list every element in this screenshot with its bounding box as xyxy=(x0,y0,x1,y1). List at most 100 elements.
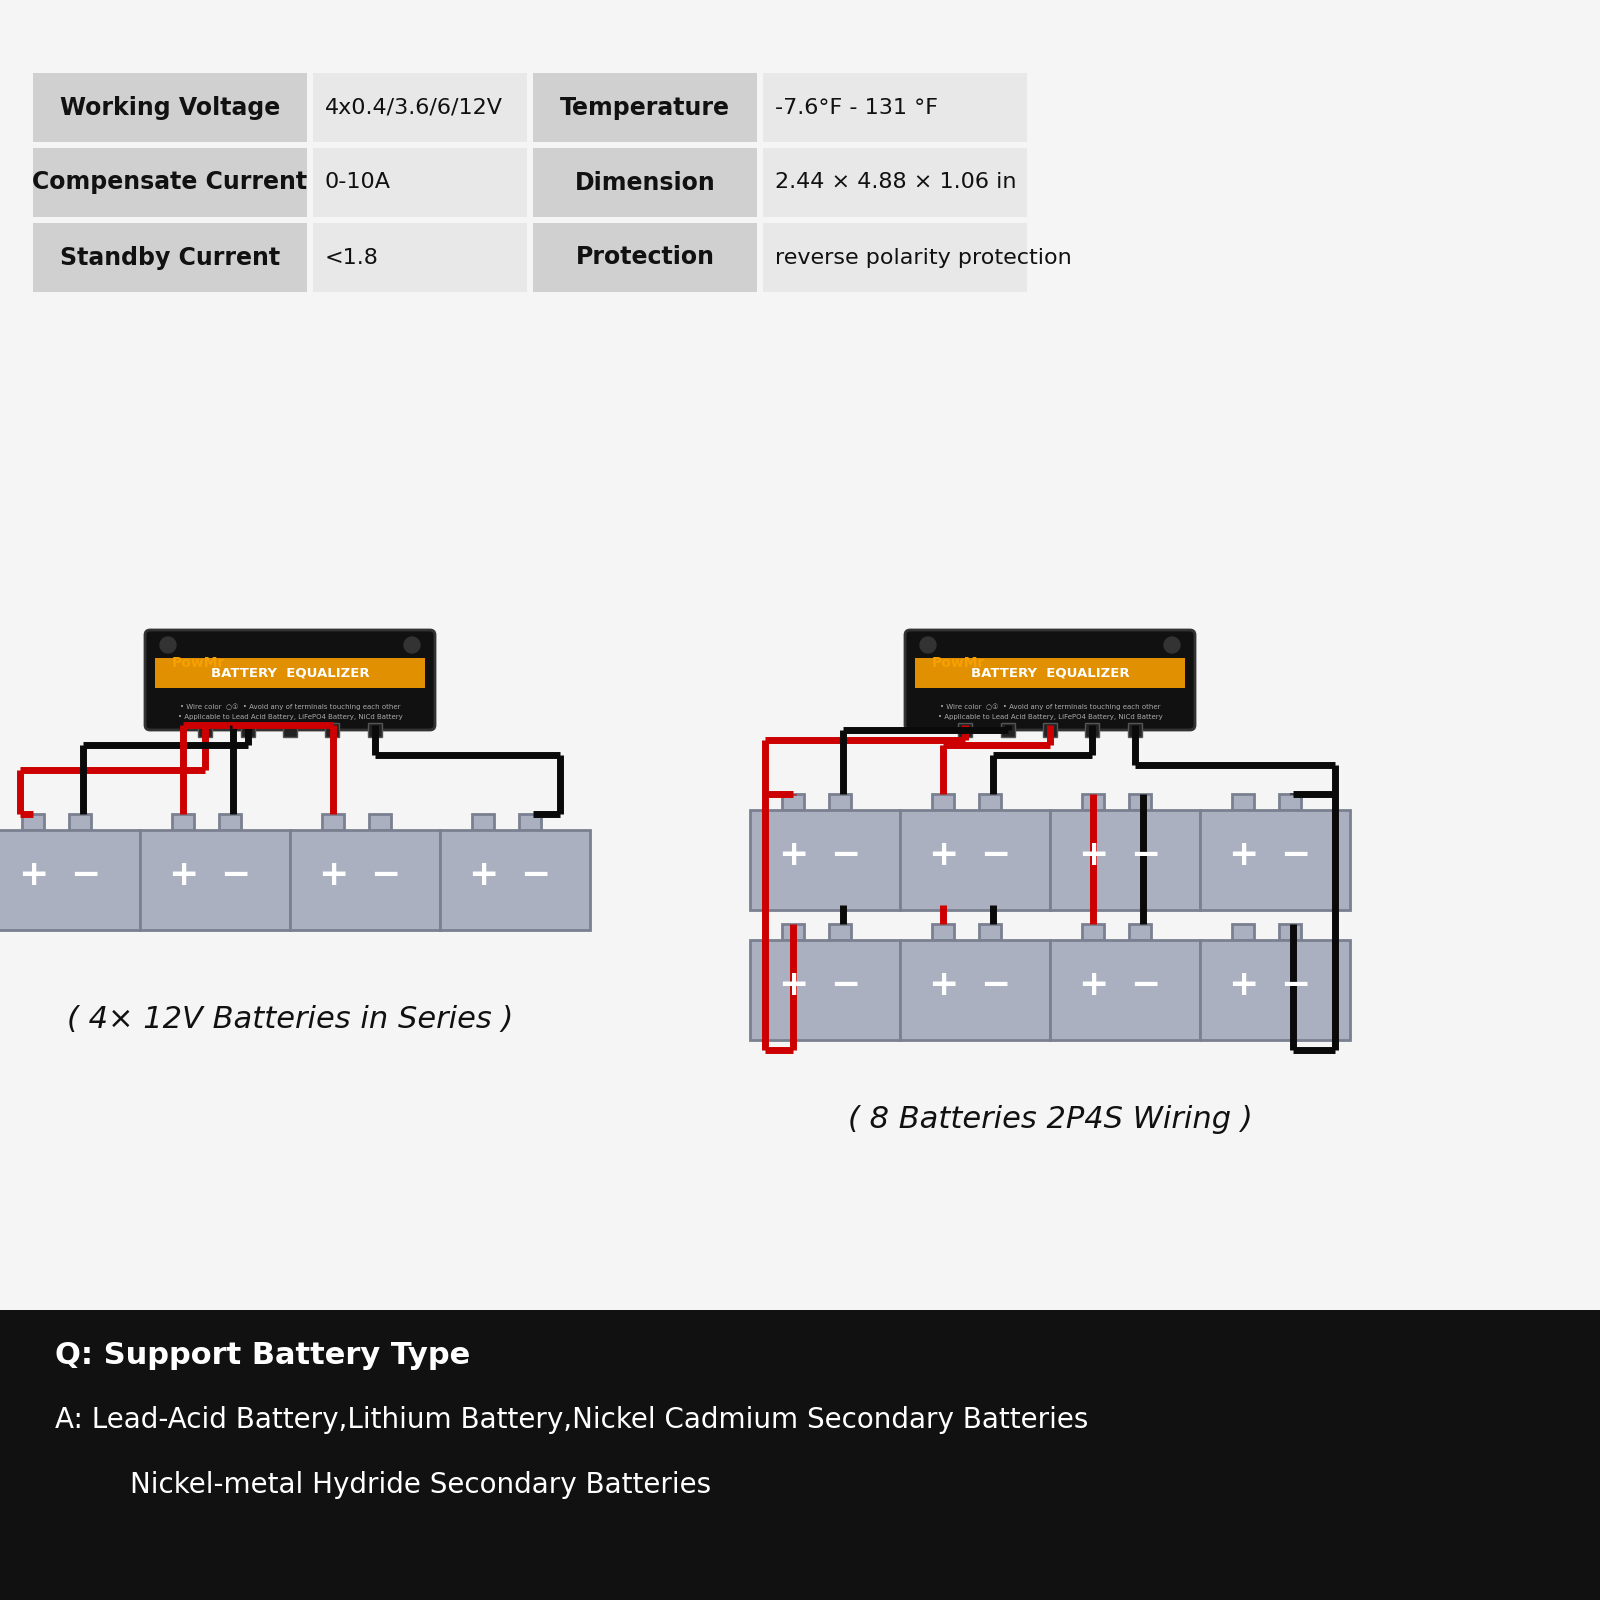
FancyBboxPatch shape xyxy=(906,630,1195,730)
Bar xyxy=(750,810,899,910)
Text: +: + xyxy=(928,968,958,1002)
Text: Standby Current: Standby Current xyxy=(59,245,280,269)
Bar xyxy=(1278,925,1301,939)
Text: ( 8 Batteries 2P4S Wiring ): ( 8 Batteries 2P4S Wiring ) xyxy=(848,1106,1253,1134)
Bar xyxy=(290,830,440,930)
Text: +: + xyxy=(467,858,498,893)
Text: −: − xyxy=(70,858,101,893)
Text: −: − xyxy=(1130,968,1160,1002)
Text: +: + xyxy=(1227,838,1258,872)
Bar xyxy=(472,814,494,830)
Text: +: + xyxy=(18,858,48,893)
Text: BATTERY  EQUALIZER: BATTERY EQUALIZER xyxy=(211,667,370,680)
Bar xyxy=(915,658,1186,688)
Bar xyxy=(899,810,1050,910)
Text: 0-10A: 0-10A xyxy=(325,173,390,192)
Bar xyxy=(518,814,541,830)
Bar xyxy=(533,222,757,291)
Text: −: − xyxy=(830,968,861,1002)
Text: −: − xyxy=(520,858,550,893)
Bar xyxy=(314,222,526,291)
Text: −: − xyxy=(1280,838,1310,872)
Bar xyxy=(1130,925,1150,939)
Bar xyxy=(1085,723,1099,738)
Bar xyxy=(314,149,526,218)
Text: −: − xyxy=(1280,968,1310,1002)
Bar xyxy=(173,814,194,830)
Bar xyxy=(931,794,954,810)
Text: Protection: Protection xyxy=(576,245,715,269)
Text: −: − xyxy=(979,968,1010,1002)
Bar xyxy=(1050,810,1200,910)
Text: −: − xyxy=(219,858,250,893)
Bar xyxy=(979,925,1002,939)
Circle shape xyxy=(920,637,936,653)
Bar xyxy=(1082,925,1104,939)
Bar xyxy=(750,939,899,1040)
Text: Dimension: Dimension xyxy=(574,171,715,195)
Bar xyxy=(1130,794,1150,810)
Text: Q: Support Battery Type: Q: Support Battery Type xyxy=(54,1341,470,1370)
Bar xyxy=(1002,723,1014,738)
Bar xyxy=(533,74,757,142)
Bar xyxy=(34,74,307,142)
Bar xyxy=(829,925,851,939)
Bar xyxy=(0,1310,1600,1600)
Bar xyxy=(931,925,954,939)
Text: Compensate Current: Compensate Current xyxy=(32,171,307,195)
Bar xyxy=(1082,794,1104,810)
Text: reverse polarity protection: reverse polarity protection xyxy=(774,248,1072,267)
Bar xyxy=(763,149,1027,218)
Text: PowMr: PowMr xyxy=(931,656,986,670)
Text: A: Lead-Acid Battery,Lithium Battery,Nickel Cadmium Secondary Batteries: A: Lead-Acid Battery,Lithium Battery,Nic… xyxy=(54,1406,1088,1434)
Bar xyxy=(34,149,307,218)
Bar xyxy=(899,939,1050,1040)
Text: • Applicable to Lead Acid Battery, LiFePO4 Battery, NiCd Battery: • Applicable to Lead Acid Battery, LiFeP… xyxy=(178,714,402,720)
Circle shape xyxy=(1165,637,1181,653)
Bar xyxy=(141,830,290,930)
Bar xyxy=(979,794,1002,810)
Text: −: − xyxy=(1130,838,1160,872)
FancyBboxPatch shape xyxy=(146,630,435,730)
Text: −: − xyxy=(370,858,400,893)
Text: • Wire color  ○①  • Avoid any of terminals touching each other: • Wire color ○① • Avoid any of terminals… xyxy=(939,704,1160,710)
Bar xyxy=(1043,723,1058,738)
Bar xyxy=(283,723,298,738)
Bar xyxy=(1200,939,1350,1040)
Bar xyxy=(533,149,757,218)
Bar xyxy=(1050,939,1200,1040)
Bar xyxy=(1200,810,1350,910)
Circle shape xyxy=(160,637,176,653)
Text: • Wire color  ○①  • Avoid any of terminals touching each other: • Wire color ○① • Avoid any of terminals… xyxy=(179,704,400,710)
Bar xyxy=(34,222,307,291)
Text: +: + xyxy=(1227,968,1258,1002)
Bar xyxy=(370,814,390,830)
Bar xyxy=(69,814,91,830)
Bar xyxy=(219,814,242,830)
Bar xyxy=(782,794,805,810)
Bar xyxy=(763,222,1027,291)
Text: +: + xyxy=(318,858,349,893)
Text: +: + xyxy=(1078,838,1109,872)
Text: +: + xyxy=(778,838,808,872)
Bar xyxy=(314,74,526,142)
Text: ( 4× 12V Batteries in Series ): ( 4× 12V Batteries in Series ) xyxy=(67,1005,514,1035)
Bar xyxy=(22,814,45,830)
Bar xyxy=(0,830,141,930)
Circle shape xyxy=(403,637,419,653)
Bar xyxy=(1232,925,1254,939)
Text: PowMr: PowMr xyxy=(173,656,226,670)
Text: +: + xyxy=(1078,968,1109,1002)
Text: −: − xyxy=(830,838,861,872)
Bar xyxy=(829,794,851,810)
Bar xyxy=(1232,794,1254,810)
Text: <1.8: <1.8 xyxy=(325,248,379,267)
Bar xyxy=(322,814,344,830)
Text: +: + xyxy=(928,838,958,872)
Text: • Applicable to Lead Acid Battery, LiFePO4 Battery, NiCd Battery: • Applicable to Lead Acid Battery, LiFeP… xyxy=(938,714,1162,720)
Text: Working Voltage: Working Voltage xyxy=(59,96,280,120)
Bar xyxy=(1128,723,1142,738)
Text: +: + xyxy=(778,968,808,1002)
Bar xyxy=(198,723,211,738)
Bar xyxy=(155,658,426,688)
